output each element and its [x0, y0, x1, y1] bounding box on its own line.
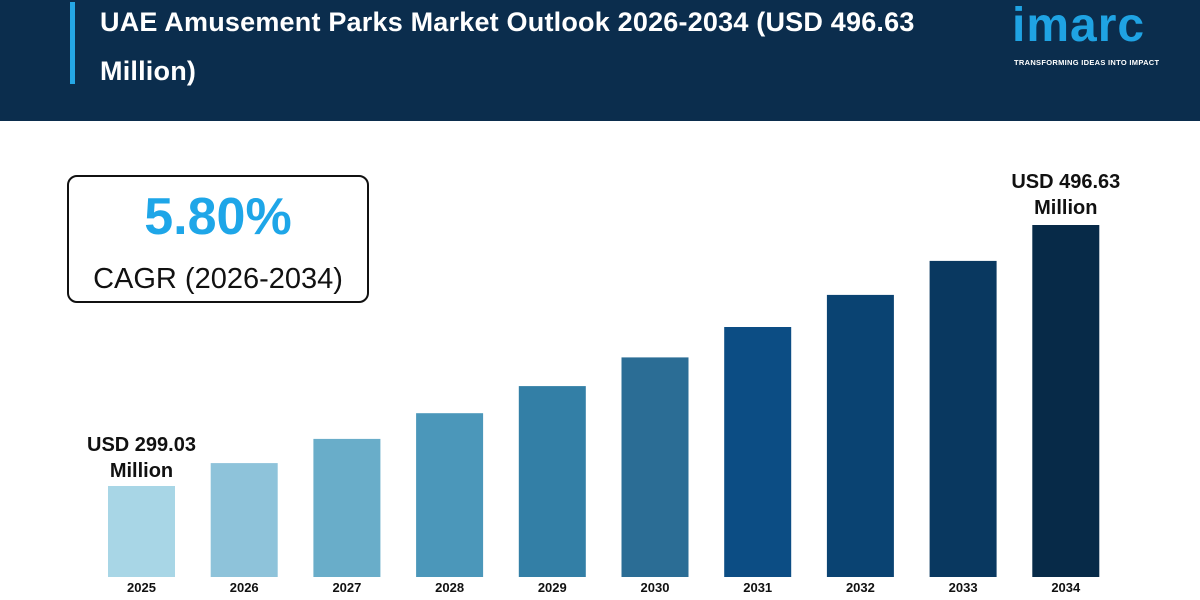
x-tick-label-2031: 2031 — [743, 580, 772, 595]
x-tick-label-2032: 2032 — [846, 580, 875, 595]
x-tick-label-2034: 2034 — [1051, 580, 1081, 595]
first-bar-value-label: USD 299.03 Million — [67, 432, 217, 484]
imarc-logo: imarc TRANSFORMING IDEAS INTO IMPACT — [1012, 0, 1162, 72]
x-tick-label-2028: 2028 — [435, 580, 464, 595]
bar-2026 — [210, 463, 278, 577]
cagr-box: 5.80% CAGR (2026-2034) — [67, 175, 369, 303]
x-tick-label-2025: 2025 — [127, 580, 156, 595]
bar-2029 — [518, 386, 586, 577]
x-tick-label-2029: 2029 — [538, 580, 567, 595]
first-bar-value-line1: USD 299.03 — [87, 434, 196, 456]
bar-2030 — [621, 357, 689, 577]
bar-2027 — [313, 438, 381, 577]
cagr-value: 5.80% — [144, 188, 292, 246]
logo-wordmark: imarc — [1012, 0, 1146, 52]
first-bar-value-line2: Million — [109, 460, 174, 482]
x-tick-label-2033: 2033 — [949, 580, 978, 595]
bar-2025 — [108, 486, 175, 577]
x-tick-label-2030: 2030 — [641, 580, 670, 595]
x-tick-label-2027: 2027 — [332, 580, 361, 595]
last-bar-value-label: USD 496.63 Million — [986, 169, 1146, 221]
bar-2031 — [724, 327, 792, 577]
bar-chart: 2025 2026 2027 2028 2029 2030 2031 2032 2033 2034 — [108, 225, 1100, 595]
page-title: UAE Amusement Parks Market Outlook 2026-… — [100, 7, 915, 86]
bar-2032 — [826, 294, 894, 577]
cagr-label: CAGR (2026-2034) — [93, 263, 343, 295]
last-bar-value-line2: Million — [1034, 197, 1098, 219]
logo-tagline: TRANSFORMING IDEAS INTO IMPACT — [1014, 58, 1160, 67]
header-banner: UAE Amusement Parks Market Outlook 2026-… — [0, 0, 1200, 121]
bar-2028 — [416, 413, 484, 577]
x-tick-label-2026: 2026 — [230, 580, 259, 595]
last-bar-value-line1: USD 496.63 — [1011, 171, 1121, 193]
title-accent-bar — [70, 2, 75, 84]
bar-2034 — [1032, 225, 1100, 577]
bar-2033 — [929, 260, 997, 577]
